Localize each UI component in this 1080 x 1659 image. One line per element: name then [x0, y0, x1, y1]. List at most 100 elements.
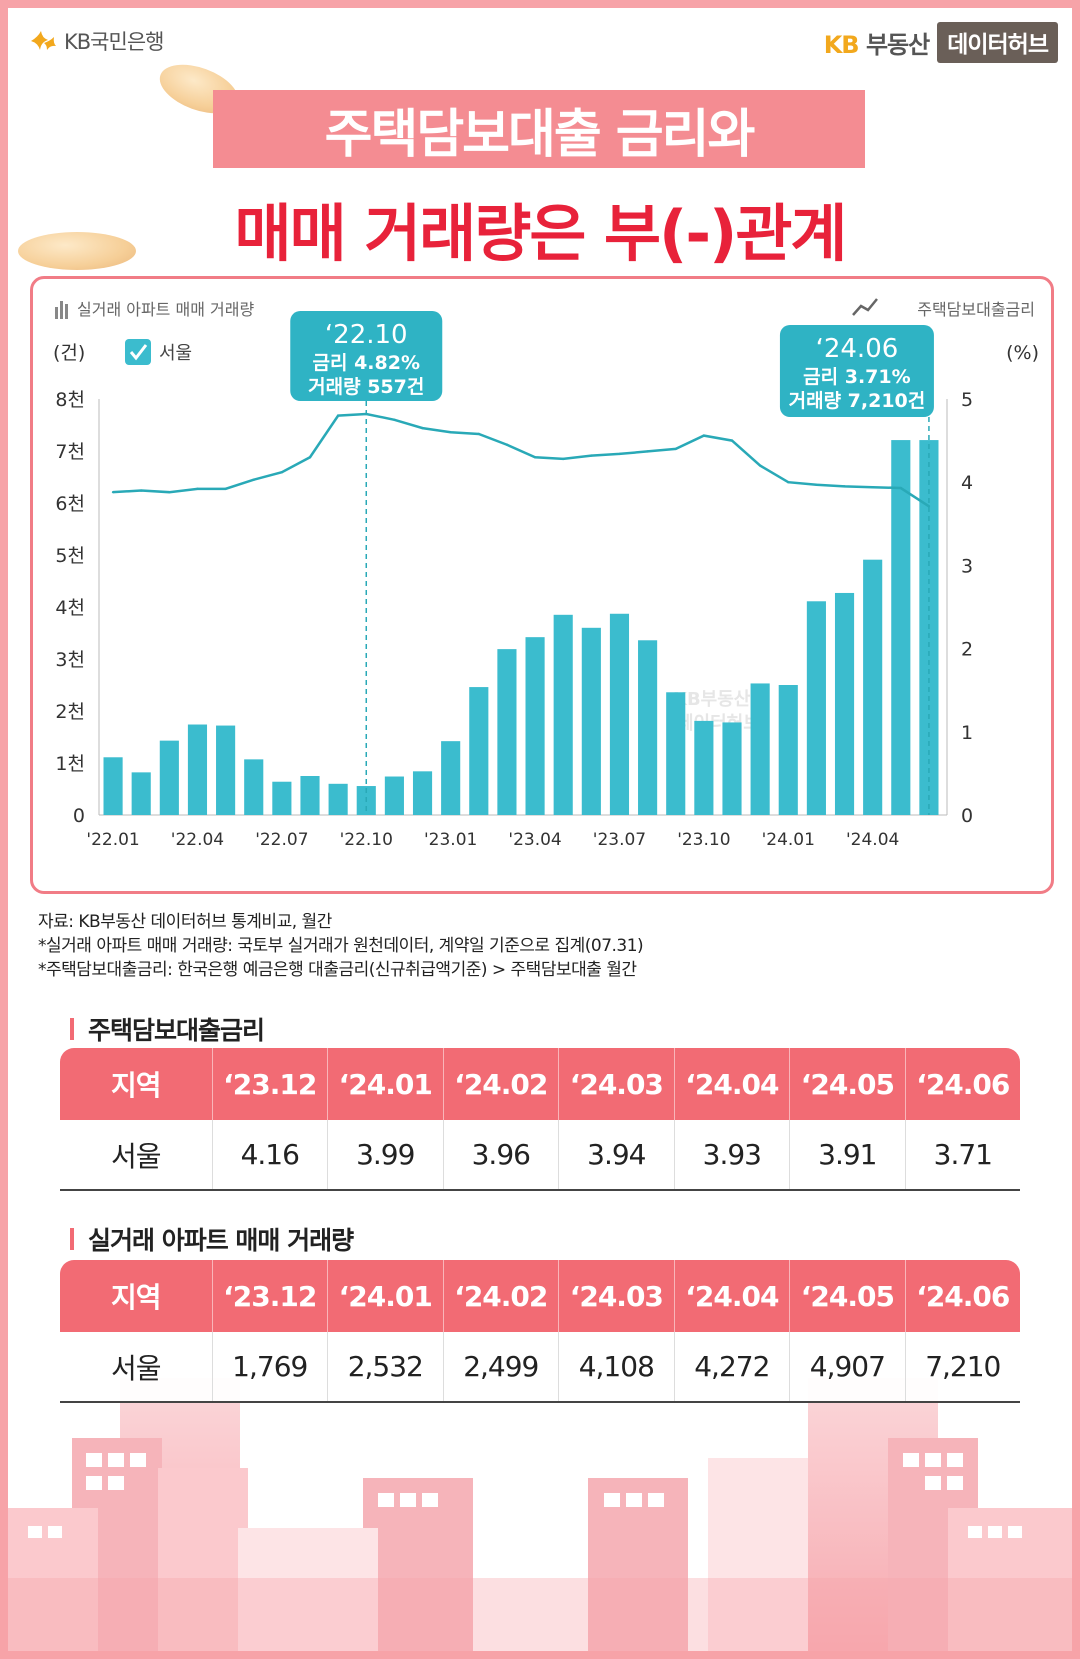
hub-name: 부동산 [865, 31, 930, 59]
right-unit-label: (%) [1006, 342, 1039, 364]
table-cell: 4,108 [558, 1332, 675, 1403]
left-tick-label: 7천 [55, 441, 85, 463]
bar-mark [244, 759, 264, 815]
chart-panel: 실거래 아파트 매매 거래량 주택담보대출금리 (건) (%) 서울 KB부동산… [30, 276, 1054, 894]
source-line: 자료: KB부동산 데이터허브 통계비교, 월간 [38, 912, 332, 932]
rate-point [674, 447, 677, 451]
watermark-line1: KB부동산 [673, 689, 751, 710]
table2-title-text: 실거래 아파트 매매 거래량 [88, 1226, 354, 1255]
kb-star-icon [31, 31, 56, 50]
seoul-checkbox[interactable]: 서울 [125, 339, 192, 365]
table-cell: 3.93 [673, 1120, 790, 1191]
table-header: ‘24.02 [442, 1260, 559, 1332]
table-row: 서울 4.16 3.99 3.96 3.94 3.93 3.91 3.71 [60, 1120, 1020, 1191]
check-icon [129, 344, 148, 361]
section-marker [70, 1018, 74, 1040]
rate-point [871, 485, 874, 489]
table-header: ‘24.02 [442, 1048, 559, 1120]
rate-line [112, 412, 930, 508]
rate-table: 지역 ‘23.12 ‘24.01 ‘24.02 ‘24.03 ‘24.04 ‘2… [60, 1048, 1020, 1191]
left-tick-label: 2천 [55, 701, 85, 723]
bar-mark [834, 592, 855, 815]
table-header: ‘24.06 [904, 1260, 1020, 1332]
table-cell: 3.99 [327, 1120, 444, 1191]
bar-mark [328, 783, 348, 815]
right-tick-label: 2 [961, 639, 973, 661]
left-tick-label: 8천 [55, 389, 85, 411]
infographic-page: KB국민은행 KB 부동산 데이터허브 주택담보대출 금리와 매매 거래량은 부… [8, 8, 1072, 1651]
x-tick-label: '23.07 [593, 830, 646, 850]
bar-mark [159, 740, 179, 815]
callout-box [779, 325, 934, 417]
table-header: ‘24.04 [673, 1048, 790, 1120]
x-tick-label: '23.04 [508, 830, 561, 850]
bar-mark [609, 613, 630, 815]
bar-mark [300, 776, 320, 815]
bar-mark [441, 741, 461, 815]
x-tick-label: '24.04 [846, 830, 899, 850]
rate-point [758, 464, 762, 467]
bar-mark [412, 771, 433, 815]
line-legend-icon [852, 298, 878, 316]
section-marker [70, 1228, 74, 1250]
table-cell: 2,499 [442, 1332, 559, 1403]
bar-mark [581, 627, 601, 815]
bar-mark [778, 685, 798, 815]
bar-mark [497, 649, 517, 815]
rate-point [618, 452, 621, 456]
table-cell: 7,210 [904, 1332, 1020, 1403]
left-tick-label: 6천 [55, 493, 85, 515]
bar-mark [694, 720, 714, 815]
table-header: ‘23.12 [211, 1260, 328, 1332]
rate-point [505, 443, 509, 446]
watermark: KB부동산 데이터허브 [673, 689, 760, 734]
bank-name: KB국민은행 [64, 30, 164, 54]
hub-kb-label: KB 부동산 [823, 31, 931, 59]
table-header: ‘24.04 [673, 1260, 790, 1332]
rate-point [308, 456, 312, 459]
bar-mark [216, 725, 236, 815]
table-cell: 4,272 [673, 1332, 790, 1403]
callout-box [290, 311, 443, 401]
seoul-checkbox-label: 서울 [159, 343, 192, 364]
rate-point [815, 483, 818, 486]
callout-volume: 거래량 557건 [308, 376, 424, 398]
right-tick-label: 4 [961, 472, 973, 494]
bar-mark [750, 683, 770, 815]
rate-point [421, 426, 424, 430]
table-cell: 2,532 [327, 1332, 444, 1403]
kb-bank-logo: KB국민은행 [28, 26, 164, 56]
left-unit-label: (건) [53, 342, 85, 364]
rate-point [280, 471, 284, 474]
bar-mark [806, 601, 826, 815]
rate-point [646, 450, 649, 453]
callout-rate: 금리 3.71% [803, 366, 911, 388]
rate-point [899, 486, 902, 490]
x-tick-label: '22.07 [255, 830, 308, 850]
table-header: ‘24.06 [904, 1048, 1020, 1120]
watermark-line2: 데이터허브 [677, 713, 760, 734]
table-header: ‘24.01 [327, 1048, 444, 1120]
rate-point [196, 487, 199, 491]
right-tick-label: 3 [961, 555, 973, 577]
rate-point [927, 505, 931, 508]
x-tick-label: '22.01 [86, 830, 139, 850]
bar-mark [131, 772, 151, 815]
callout-rate: 금리 4.82% [313, 352, 421, 374]
table-cell: 3.96 [442, 1120, 559, 1191]
rate-point [730, 439, 734, 442]
title-line2: 매매 거래량은 부(-)관계 [234, 197, 848, 270]
table-cell: 서울 [60, 1332, 212, 1403]
table-cell: 3.91 [789, 1120, 906, 1191]
title-line1: 주택담보대출 금리와 [324, 104, 756, 165]
bar-mark [891, 440, 911, 815]
bar-mark [638, 640, 658, 815]
left-tick-label: 3천 [55, 649, 85, 671]
table-header: ‘24.03 [558, 1260, 675, 1332]
table-cell: 서울 [60, 1120, 212, 1191]
callout-date: ‘24.06 [816, 334, 899, 364]
rate-point [140, 489, 143, 492]
rate-point [590, 454, 593, 457]
bar-mark [272, 781, 292, 815]
bar-mark [187, 724, 208, 815]
